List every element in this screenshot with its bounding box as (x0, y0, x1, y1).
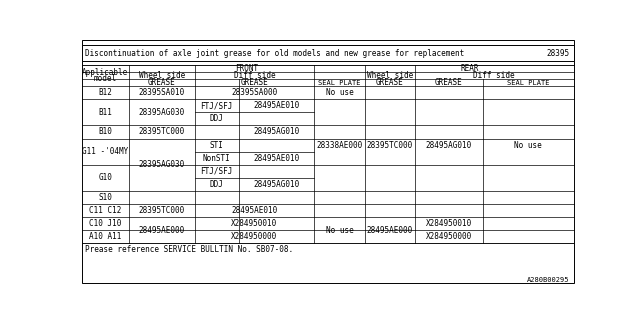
Text: 28395TC000: 28395TC000 (139, 127, 185, 136)
Text: 28395AG030: 28395AG030 (139, 160, 185, 169)
Bar (81, 65, 573, 243)
Text: FRONT: FRONT (236, 64, 259, 73)
Text: DDJ: DDJ (210, 180, 224, 189)
Text: GREASE: GREASE (435, 78, 463, 87)
Text: No use: No use (326, 226, 353, 235)
Text: S10: S10 (99, 193, 112, 202)
Text: X284950000: X284950000 (231, 232, 278, 241)
Text: Prease reference SERVICE BULLTIN No. SB07-08.: Prease reference SERVICE BULLTIN No. SB0… (84, 245, 292, 254)
Text: 28395: 28395 (547, 49, 570, 58)
Text: Diff side: Diff side (474, 71, 515, 80)
Text: 28395TC000: 28395TC000 (139, 206, 185, 215)
Text: SEAL PLATE: SEAL PLATE (507, 80, 550, 86)
Text: GREASE: GREASE (148, 78, 175, 87)
Text: SEAL PLATE: SEAL PLATE (318, 80, 361, 86)
Text: No use: No use (326, 88, 353, 97)
Text: GREASE: GREASE (241, 78, 268, 87)
Text: DDJ: DDJ (210, 114, 224, 124)
Text: NonSTI: NonSTI (203, 154, 230, 163)
Text: B12: B12 (99, 88, 112, 97)
Text: X284950010: X284950010 (426, 219, 472, 228)
Text: G10: G10 (99, 173, 112, 182)
Text: Discontinuation of axle joint grease for old models and new grease for replaceme: Discontinuation of axle joint grease for… (84, 49, 464, 58)
Text: 28395SA010: 28395SA010 (139, 88, 185, 97)
Text: X284950000: X284950000 (426, 232, 472, 241)
Text: 28395TC000: 28395TC000 (367, 140, 413, 149)
Text: 28495AE010: 28495AE010 (231, 206, 278, 215)
Text: X284950010: X284950010 (231, 219, 278, 228)
Bar (81, 45, 573, 61)
Text: 28338AE000: 28338AE000 (317, 140, 363, 149)
Text: GREASE: GREASE (376, 78, 404, 87)
Text: C11 C12: C11 C12 (89, 206, 122, 215)
Text: REAR: REAR (460, 64, 479, 73)
Text: 28495AG010: 28495AG010 (253, 127, 300, 136)
Text: 28395AG030: 28395AG030 (139, 108, 185, 117)
Text: Applicable: Applicable (82, 68, 128, 77)
Text: 28495AG010: 28495AG010 (253, 180, 300, 189)
Text: STI: STI (210, 140, 224, 149)
Text: 28395SA000: 28395SA000 (231, 88, 278, 97)
Text: A280B00295: A280B00295 (527, 277, 570, 283)
Text: FTJ/SFJ: FTJ/SFJ (200, 167, 233, 176)
Text: Diff side: Diff side (234, 71, 275, 80)
Text: B11: B11 (99, 108, 112, 117)
Text: A10 A11: A10 A11 (89, 232, 122, 241)
Text: No use: No use (515, 140, 542, 149)
Text: FTJ/SFJ: FTJ/SFJ (200, 101, 233, 110)
Text: 28495AE000: 28495AE000 (139, 226, 185, 235)
Text: B10: B10 (99, 127, 112, 136)
Text: Wheel side: Wheel side (139, 71, 185, 80)
Text: 28495AG010: 28495AG010 (426, 140, 472, 149)
Text: C10 J10: C10 J10 (89, 219, 122, 228)
Text: 28495AE010: 28495AE010 (253, 154, 300, 163)
Text: model: model (93, 74, 116, 83)
Text: 28495AE010: 28495AE010 (253, 101, 300, 110)
Text: Wheel side: Wheel side (367, 71, 413, 80)
Text: G11 -'04MY: G11 -'04MY (82, 147, 128, 156)
Text: 28495AE000: 28495AE000 (367, 226, 413, 235)
